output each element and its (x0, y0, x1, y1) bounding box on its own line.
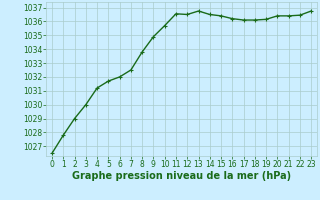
X-axis label: Graphe pression niveau de la mer (hPa): Graphe pression niveau de la mer (hPa) (72, 171, 291, 181)
